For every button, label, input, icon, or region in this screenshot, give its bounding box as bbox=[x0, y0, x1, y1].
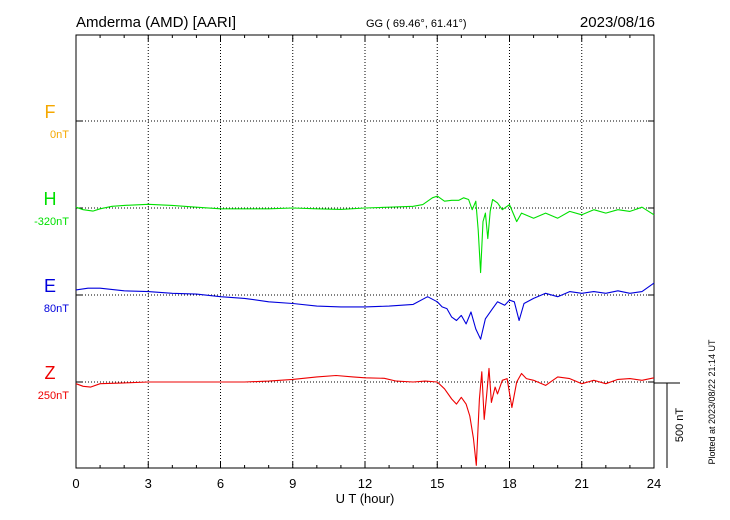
chart-title: Amderma (AMD) [AARI] bbox=[76, 14, 236, 31]
x-tick-label: 18 bbox=[502, 476, 516, 491]
x-axis-label: U T (hour) bbox=[336, 491, 395, 506]
x-tick-label: 3 bbox=[145, 476, 152, 491]
series-name-z: Z bbox=[45, 363, 56, 383]
scale-bar-label: 500 nT bbox=[674, 408, 686, 443]
trace-e bbox=[75, 282, 655, 340]
x-tick-label: 6 bbox=[217, 476, 224, 491]
series-name-h: H bbox=[44, 189, 57, 209]
trace-h bbox=[75, 195, 655, 274]
x-tick-label: 0 bbox=[72, 476, 79, 491]
series-labels: F 0nT H -320nT E 80nT Z 250nT bbox=[34, 102, 69, 402]
scale-bar: 500 nT bbox=[654, 382, 686, 468]
x-tick-label: 9 bbox=[289, 476, 296, 491]
plot-footer: Plotted at 2023/08/22 21:14 UT bbox=[707, 339, 717, 465]
series-baseline-f: 0nT bbox=[50, 129, 69, 141]
chart-date: 2023/08/16 bbox=[580, 14, 655, 31]
x-tick-labels: 0 3 6 9 12 15 18 21 24 bbox=[72, 476, 661, 491]
axis-ticks bbox=[75, 35, 655, 468]
station-coordinates: GG ( 69.46°, 61.41°) bbox=[366, 18, 467, 30]
x-tick-label: 15 bbox=[430, 476, 444, 491]
series-baseline-e: 80nT bbox=[44, 303, 69, 315]
x-tick-label: 24 bbox=[647, 476, 661, 491]
traces bbox=[75, 195, 655, 466]
series-name-e: E bbox=[44, 276, 56, 296]
series-baseline-z: 250nT bbox=[38, 390, 69, 402]
grid bbox=[76, 35, 654, 468]
x-tick-label: 12 bbox=[358, 476, 372, 491]
series-name-f: F bbox=[45, 102, 56, 122]
series-baseline-h: -320nT bbox=[34, 216, 69, 228]
trace-z bbox=[75, 367, 655, 466]
x-tick-label: 21 bbox=[575, 476, 589, 491]
